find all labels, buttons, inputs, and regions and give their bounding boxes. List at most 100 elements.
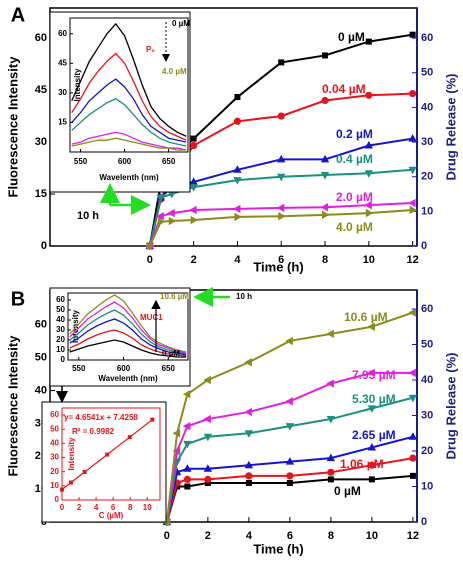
marker [286, 479, 293, 486]
marker [244, 430, 254, 438]
marker [409, 454, 417, 462]
x-tick-label: 4 [246, 530, 253, 542]
annotation: R² = 0.9982 [72, 427, 115, 436]
marker [189, 177, 198, 185]
series-line [69, 309, 187, 355]
marker [157, 217, 166, 226]
y-tick-label: 60 [56, 295, 65, 304]
y-tick-label: 45 [58, 58, 67, 67]
series-label: 2.65 µM [352, 428, 396, 442]
x-tick-label: 600 [117, 364, 131, 373]
y-tick-label: 60 [50, 410, 59, 419]
series-label: 0.2 µM [336, 127, 373, 141]
marker [409, 472, 416, 479]
marker [368, 461, 376, 469]
panel-label: A [11, 4, 25, 26]
y-tick-label: 45 [35, 84, 47, 96]
y-tick-label: 50 [56, 305, 65, 314]
marker [189, 184, 198, 192]
marker [232, 204, 241, 214]
marker [320, 171, 330, 180]
series-label: 5.30 µM [352, 392, 396, 406]
marker [367, 368, 375, 378]
series-line [69, 294, 187, 353]
marker [203, 433, 213, 442]
marker [326, 329, 334, 339]
marker [326, 379, 334, 388]
marker [365, 38, 372, 45]
y-tick-label: 20 [56, 335, 65, 344]
marker [322, 52, 329, 59]
marker [234, 94, 241, 101]
x-tick-label: 650 [162, 364, 176, 373]
series-line [69, 329, 187, 357]
x-tick-label: 550 [74, 157, 88, 166]
series-label: 0 µM [338, 30, 365, 44]
series-line [71, 137, 187, 151]
inset-frame [41, 401, 167, 523]
annotation: MUC1 [140, 313, 163, 322]
series-label: 1.06 µM [340, 457, 384, 471]
marker [167, 208, 175, 218]
plot-box [61, 407, 161, 501]
series-line [69, 301, 187, 354]
y-tick-label: 30 [56, 325, 65, 334]
x-tick-label: 6 [287, 530, 293, 542]
y-tick-label: 50 [35, 352, 47, 364]
marker [278, 59, 285, 66]
marker [244, 407, 252, 417]
marker [233, 165, 242, 173]
marker [168, 216, 177, 226]
y2-tick-label: 60 [421, 303, 433, 315]
marker [321, 96, 329, 105]
marker [245, 472, 253, 480]
annotation: 10 h [236, 292, 252, 301]
point [127, 435, 132, 440]
y-tick-label: 40 [56, 315, 65, 324]
y-tick-label: 0 [55, 495, 60, 504]
marker [190, 135, 197, 142]
point [60, 487, 64, 492]
y-tick-label: 15 [58, 118, 67, 127]
marker [326, 453, 336, 462]
y-tick-label: 10 [56, 345, 65, 354]
marker [234, 212, 242, 222]
x-tick-label: 0 [147, 254, 153, 266]
marker [278, 212, 286, 221]
marker [244, 460, 254, 469]
y-tick-label: 50 [50, 424, 59, 433]
x-axis-label: Time (h) [253, 259, 303, 274]
marker [368, 476, 375, 483]
marker [322, 210, 330, 220]
annotation: 0 µM [172, 19, 190, 28]
marker [285, 336, 293, 346]
x-tick-label: 600 [118, 157, 132, 166]
marker [233, 177, 242, 185]
marker [190, 215, 199, 225]
y2-tick-label: 10 [421, 480, 433, 492]
annotation: 0 µM [162, 349, 180, 358]
x-tick-label: 8 [328, 530, 334, 542]
marker [408, 166, 417, 175]
x-tick-label: 0 [164, 530, 170, 542]
y-tick-label: 60 [58, 29, 67, 38]
marker [203, 464, 213, 472]
y-tick-label: 40 [50, 438, 59, 447]
y2-axis-label: Drug Release (%) [443, 74, 458, 181]
x-tick-label: 10 [366, 530, 378, 542]
y2-axis-label: Drug Release (%) [443, 353, 458, 460]
y-tick-label: 0 [41, 240, 47, 252]
y-tick-label: 20 [50, 467, 59, 476]
x-tick-label: 6 [278, 254, 284, 266]
y2-tick-label: 30 [421, 409, 433, 421]
marker [408, 198, 416, 208]
y2-tick-label: 20 [421, 445, 433, 457]
marker [245, 479, 252, 486]
x-tick-label: 4 [234, 254, 241, 266]
series-label: 7.95 µM [352, 368, 396, 382]
marker [365, 208, 374, 218]
point [82, 469, 87, 474]
annotation: P₀ [146, 45, 155, 54]
plot-box [69, 17, 189, 153]
x-axis-label: Wavelenth (nm) [98, 374, 158, 383]
